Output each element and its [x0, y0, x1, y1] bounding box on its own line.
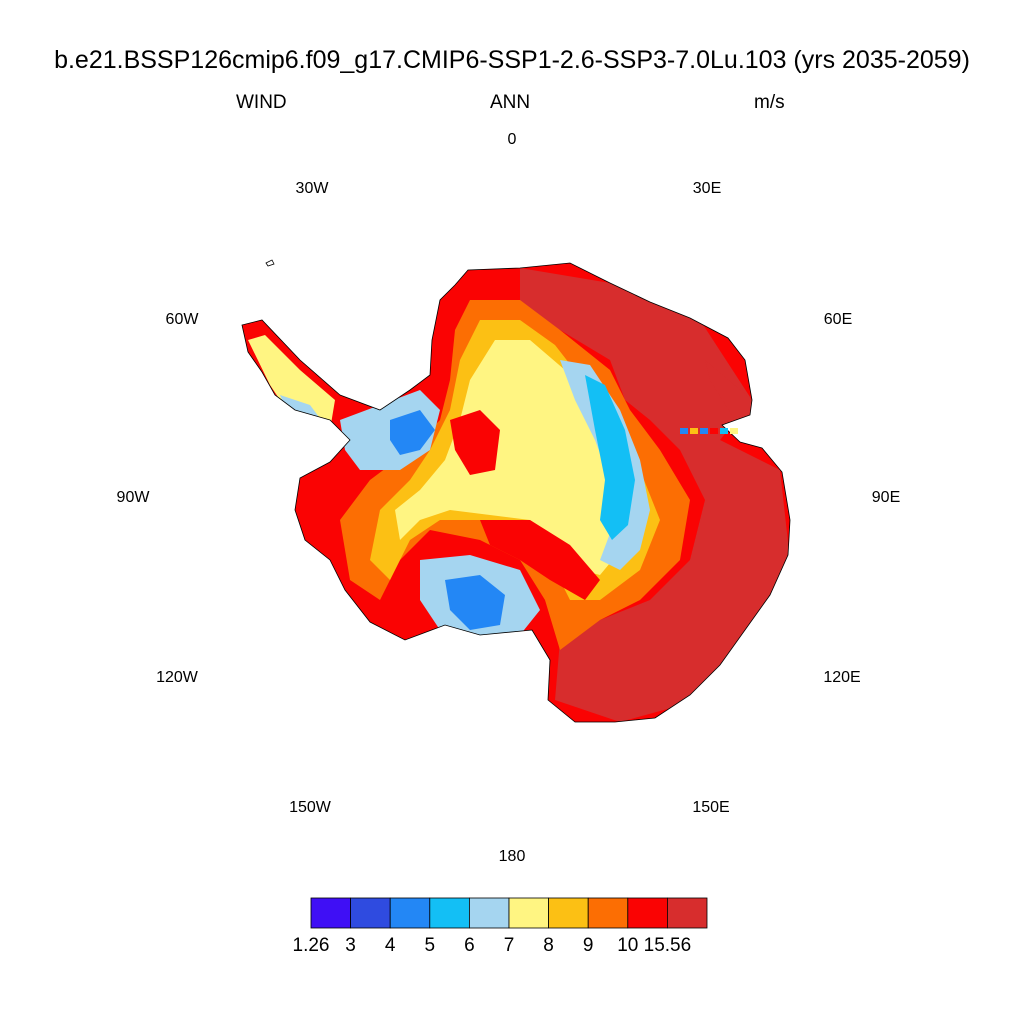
lon-label-30e: 30E [692, 180, 722, 197]
colorbar-box-5 [508, 897, 549, 929]
colorbar-label-9: 15.56 [644, 935, 692, 956]
colorbar-label-8: 10 [617, 935, 638, 956]
field-yellow-band [395, 340, 630, 575]
colorbar-box-0 [310, 897, 351, 929]
colorbar-label-3: 5 [425, 935, 436, 956]
colorbar-boxes [310, 897, 708, 929]
field-coast-east [705, 360, 752, 420]
coastline [241, 262, 791, 723]
colorbar-box-2 [389, 897, 431, 929]
colorbar-box-7 [587, 897, 629, 929]
colorbar-box-3 [429, 897, 470, 929]
field-weddell-blue [390, 410, 435, 455]
lon-label-60w: 60W [165, 311, 199, 328]
lon-label-90w: 90W [116, 489, 150, 506]
season-label: ANN [490, 92, 531, 113]
lon-label-180: 180 [498, 848, 526, 865]
field-red-lobe-north [450, 410, 500, 475]
lon-label-30w: 30W [295, 180, 329, 197]
island-outline [265, 259, 275, 267]
variable-label: WIND [236, 92, 287, 113]
colorbar-label-0: 1.26 [293, 935, 330, 956]
colorbar-label-1: 3 [345, 935, 356, 956]
lon-label-60e: 60E [823, 311, 853, 328]
colorbar-label-7: 9 [583, 935, 594, 956]
field-cyan-trough [585, 375, 635, 540]
colorbar-box-1 [350, 897, 391, 929]
lon-label-90e: 90E [871, 489, 901, 506]
field-pole-center [487, 473, 543, 517]
colorbar-box-6 [548, 897, 589, 929]
colorbar-label-4: 6 [464, 935, 475, 956]
colorbar-label-6: 8 [543, 935, 554, 956]
field-ross-blue [445, 575, 505, 630]
coastal-stripe-anomaly [680, 428, 738, 434]
colorbar-label-2: 4 [385, 935, 396, 956]
colorbar-box-9 [667, 897, 708, 929]
lon-label-0: 0 [507, 131, 517, 148]
plot-title: b.e21.BSSP126cmip6.f09_g17.CMIP6-SSP1-2.… [54, 46, 970, 74]
colorbar-labels: 1.26 3 4 5 6 7 8 9 10 15.56 [293, 935, 692, 956]
lon-label-150w: 150W [289, 799, 331, 816]
field-red-lobe-south [480, 520, 600, 600]
units-label: m/s [754, 92, 785, 113]
colorbar-label-5: 7 [504, 935, 515, 956]
lon-label-120e: 120E [823, 669, 861, 686]
lon-label-120w: 120W [156, 669, 198, 686]
lon-label-150e: 150E [692, 799, 730, 816]
colorbar-box-8 [627, 897, 668, 929]
colorbar-box-4 [468, 897, 510, 929]
